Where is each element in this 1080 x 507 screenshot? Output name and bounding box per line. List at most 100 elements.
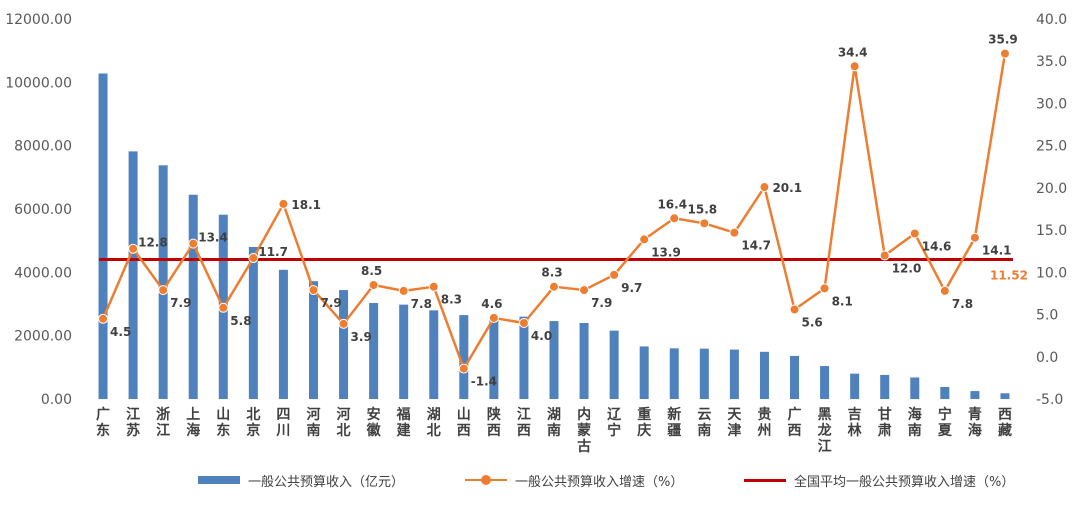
category-label: 陕西 <box>487 406 501 439</box>
growth-data-label: 12.8 <box>138 236 168 250</box>
bar <box>519 316 529 399</box>
bar <box>188 194 198 399</box>
bar <box>489 315 499 399</box>
bar <box>1000 393 1010 399</box>
category-label: 江苏 <box>126 406 140 439</box>
growth-point <box>428 281 439 292</box>
growth-data-label: 4.5 <box>110 325 131 339</box>
category-label: 山西 <box>457 407 471 439</box>
growth-data-label: 7.9 <box>591 296 612 310</box>
growth-point <box>188 238 199 249</box>
right-tick-label: 25.0 <box>1036 139 1067 155</box>
growth-point <box>729 227 740 238</box>
left-tick-label: 8000.00 <box>14 139 72 155</box>
right-tick-label: 10.0 <box>1036 265 1067 281</box>
average-line-label: 11.52 <box>990 268 1028 282</box>
legend-line-swatch <box>465 475 507 485</box>
growth-point <box>609 269 620 280</box>
growth-data-label: 7.8 <box>952 297 973 311</box>
growth-point <box>488 312 499 323</box>
legend-avg-swatch <box>744 478 786 482</box>
bar <box>549 321 559 399</box>
bar <box>248 247 258 399</box>
growth-data-label: 3.9 <box>351 330 372 344</box>
right-tick-label: 5.0 <box>1036 308 1058 324</box>
growth-point <box>969 232 980 243</box>
category-label: 福建 <box>396 406 411 439</box>
bar <box>369 303 379 399</box>
growth-point <box>218 302 229 313</box>
growth-point <box>549 281 559 292</box>
category-label: 北京 <box>246 407 260 439</box>
growth-point <box>308 285 319 296</box>
bar <box>98 73 108 399</box>
bar <box>339 290 349 399</box>
growth-point <box>879 250 890 261</box>
bar <box>910 377 920 399</box>
growth-point <box>398 285 409 296</box>
growth-data-label: 15.8 <box>688 202 718 216</box>
category-label: 天津 <box>727 407 742 439</box>
growth-data-label: 13.4 <box>198 231 228 245</box>
growth-point <box>639 234 650 245</box>
bar <box>429 310 439 399</box>
growth-line-series: 4.5 12.8 7.9 13.4 5.8 11.7 18.1 7.9 3.9 8.5 7.8 8.3… <box>98 33 1018 389</box>
bar <box>970 391 980 399</box>
growth-point <box>368 280 379 290</box>
bar <box>128 151 138 399</box>
growth-point <box>158 285 169 296</box>
category-label: 贵州 <box>756 406 771 439</box>
left-tick-label: 0.00 <box>41 392 72 408</box>
right-tick-label: 15.0 <box>1036 223 1067 239</box>
left-tick-label: 2000.00 <box>14 329 72 345</box>
growth-point <box>789 304 800 315</box>
bar <box>639 346 649 399</box>
bar <box>940 386 950 399</box>
category-label: 广东 <box>96 406 110 439</box>
growth-point <box>669 213 680 224</box>
bar <box>459 315 469 399</box>
category-label: 四川 <box>275 407 290 439</box>
legend-item-growth: 一般公共预算收入增速（%） <box>465 468 683 492</box>
right-tick-label: 20.0 <box>1036 181 1067 197</box>
category-label: 广西 <box>788 406 802 439</box>
growth-point <box>759 182 770 193</box>
category-label: 新疆 <box>667 406 681 439</box>
growth-data-label: 20.1 <box>772 181 802 195</box>
category-label: 黑龙江 <box>817 407 832 455</box>
left-tick-label: 12000.00 <box>5 12 72 28</box>
left-tick-label: 4000.00 <box>14 265 72 281</box>
legend-label-revenue: 一般公共预算收入（亿元） <box>248 474 405 490</box>
legend-marker-icon <box>481 475 491 485</box>
category-label: 海南 <box>908 406 922 439</box>
legend-bar-swatch <box>198 476 240 484</box>
growth-data-label: 35.9 <box>988 33 1018 47</box>
category-label: 河北 <box>337 406 351 439</box>
growth-data-label: 34.4 <box>838 45 868 59</box>
category-label: 内蒙古 <box>577 406 591 455</box>
category-label: 安徽 <box>366 406 382 439</box>
growth-data-label: 7.9 <box>170 296 191 310</box>
right-tick-label: 0.0 <box>1036 350 1058 366</box>
growth-data-label: 14.6 <box>922 239 952 253</box>
growth-point <box>699 218 710 229</box>
growth-data-label: 8.3 <box>441 293 462 307</box>
bar <box>669 348 679 399</box>
left-tick-label: 6000.00 <box>14 202 72 218</box>
growth-data-label: 7.9 <box>320 296 341 310</box>
growth-data-label: 5.6 <box>802 315 823 329</box>
category-label: 西藏 <box>998 407 1012 439</box>
growth-data-label: 8.3 <box>541 266 562 280</box>
bar <box>759 351 769 399</box>
category-label: 湖北 <box>427 407 441 439</box>
growth-data-label: 16.4 <box>657 197 687 211</box>
left-axis: 0.00 2000.00 4000.00 6000.00 8000.00 10000.00… <box>5 12 72 408</box>
growth-data-label: 13.9 <box>651 245 681 259</box>
growth-data-label: 12.0 <box>892 261 922 275</box>
growth-point <box>338 318 349 329</box>
growth-point <box>458 363 469 374</box>
right-tick-label: 40.0 <box>1036 12 1067 28</box>
growth-point <box>819 283 830 294</box>
